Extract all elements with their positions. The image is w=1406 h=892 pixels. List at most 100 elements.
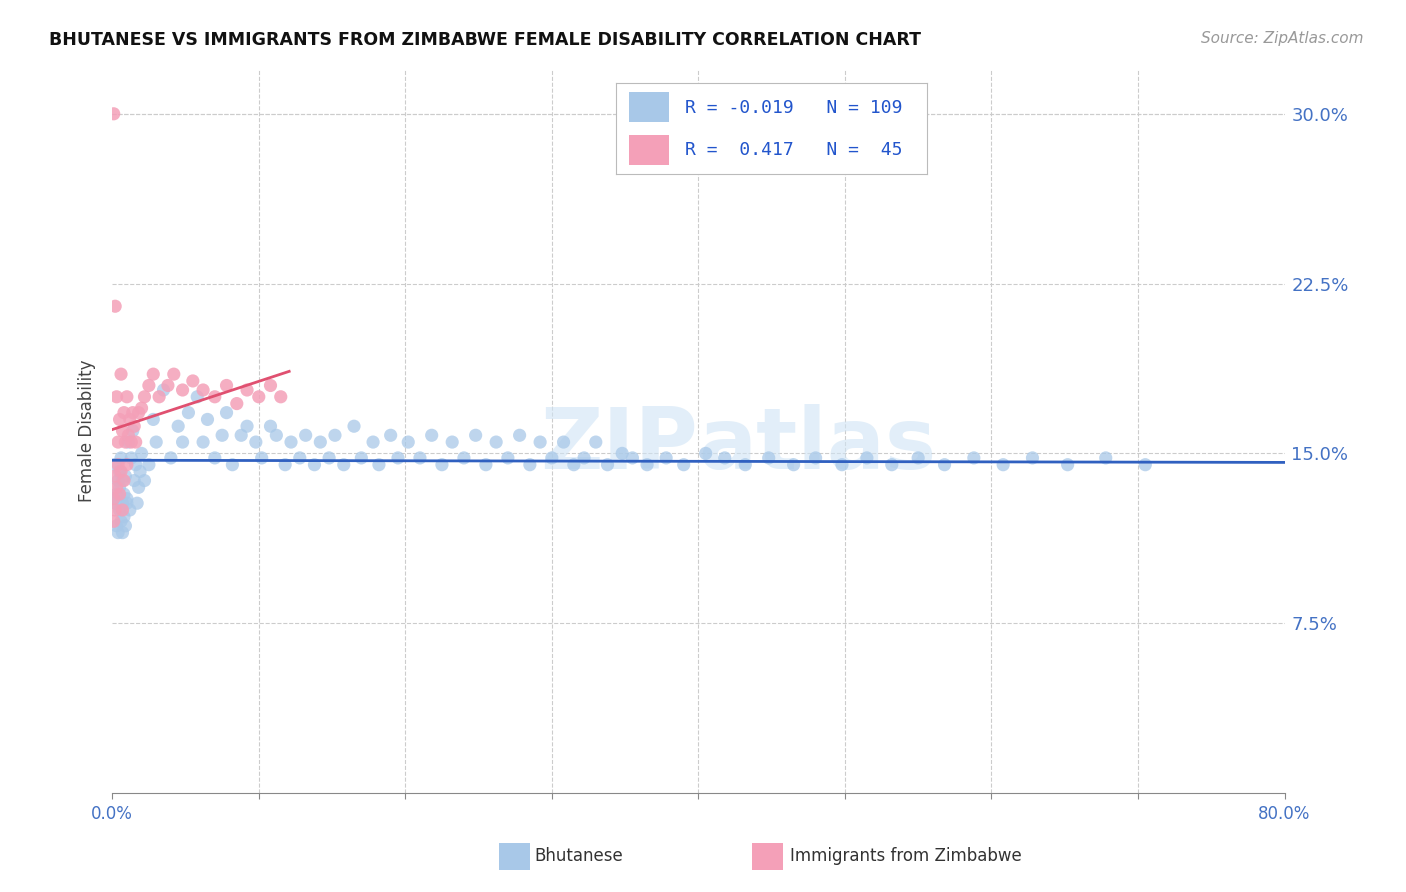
Point [485, 435, 508, 450]
Point [112, 474, 135, 488]
Point [540, 450, 562, 465]
Point [695, 446, 717, 460]
Point [963, 450, 986, 465]
Point [138, 458, 160, 472]
Point [172, 383, 194, 397]
Point [572, 450, 595, 465]
Text: ZIP: ZIP [541, 404, 699, 487]
Point [204, 390, 226, 404]
Point [1135, 458, 1157, 472]
Point [191, 383, 214, 397]
Point [114, 435, 136, 450]
Point [108, 503, 131, 517]
Point [177, 406, 200, 420]
Point [103, 491, 125, 506]
Point [270, 390, 292, 404]
Text: Bhutanese: Bhutanese [534, 847, 623, 865]
Point [104, 496, 127, 510]
Point [110, 465, 132, 479]
Point [120, 435, 142, 450]
Point [672, 458, 695, 472]
Point [167, 419, 190, 434]
Point [104, 299, 127, 313]
Point [1021, 450, 1043, 465]
Point [111, 496, 134, 510]
Point [121, 424, 143, 438]
Point [553, 435, 575, 450]
Point [274, 458, 297, 472]
Point [215, 406, 238, 420]
Point [112, 509, 135, 524]
Point [259, 378, 281, 392]
Point [1094, 450, 1116, 465]
Point [596, 458, 619, 472]
Point [121, 406, 143, 420]
Point [129, 465, 152, 479]
Point [118, 412, 141, 426]
Point [131, 401, 153, 416]
Point [115, 390, 138, 404]
Point [318, 450, 340, 465]
Point [880, 458, 903, 472]
Point [380, 428, 402, 442]
Point [361, 435, 384, 450]
Point [115, 458, 138, 472]
Point [111, 503, 134, 517]
Point [156, 378, 179, 392]
Point [831, 458, 853, 472]
Point [475, 458, 498, 472]
Point [225, 396, 247, 410]
Point [105, 519, 128, 533]
Point [280, 435, 302, 450]
Point [107, 525, 129, 540]
Text: Source: ZipAtlas.com: Source: ZipAtlas.com [1201, 31, 1364, 46]
Y-axis label: Female Disability: Female Disability [79, 359, 96, 502]
Point [636, 458, 658, 472]
Point [128, 480, 150, 494]
Point [105, 487, 128, 501]
Point [250, 450, 273, 465]
Point [409, 450, 432, 465]
Point [758, 450, 780, 465]
Point [713, 450, 735, 465]
Point [612, 446, 634, 460]
Point [236, 419, 259, 434]
Point [350, 450, 373, 465]
Point [562, 458, 585, 472]
Point [117, 428, 139, 442]
Point [496, 450, 519, 465]
Point [131, 446, 153, 460]
Point [181, 374, 204, 388]
Point [197, 412, 219, 426]
Point [734, 458, 756, 472]
Point [112, 487, 135, 501]
Point [186, 390, 208, 404]
Point [332, 458, 354, 472]
Point [304, 458, 326, 472]
Text: BHUTANESE VS IMMIGRANTS FROM ZIMBABWE FEMALE DISABILITY CORRELATION CHART: BHUTANESE VS IMMIGRANTS FROM ZIMBABWE FE… [49, 31, 921, 49]
Point [266, 428, 288, 442]
Point [122, 419, 145, 434]
Point [125, 435, 148, 450]
Point [160, 450, 183, 465]
Point [127, 496, 149, 510]
Point [163, 367, 186, 381]
Point [368, 458, 391, 472]
Point [655, 450, 678, 465]
Point [108, 480, 131, 494]
Point [934, 458, 956, 472]
Point [122, 474, 145, 488]
Point [108, 412, 131, 426]
Point [108, 465, 131, 479]
Point [108, 487, 131, 501]
Point [221, 458, 243, 472]
Point [148, 390, 170, 404]
Point [464, 428, 486, 442]
Point [118, 503, 141, 517]
Point [782, 458, 804, 472]
Point [134, 474, 156, 488]
Point [103, 107, 125, 121]
Point [1056, 458, 1078, 472]
Point [104, 458, 127, 472]
Point [128, 406, 150, 420]
